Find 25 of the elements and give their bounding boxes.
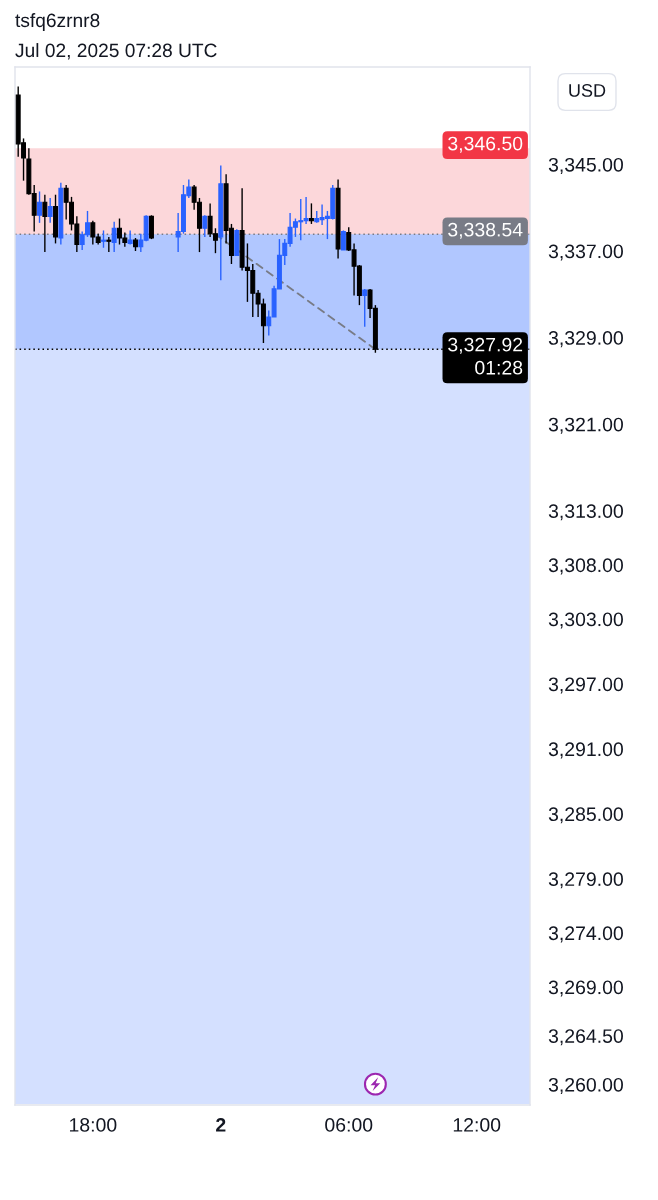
y-tick-label: 3,264.50 [548, 1029, 623, 1046]
band-label: 3,346.50 [448, 136, 523, 153]
chart-title: tsfq6zrnr8 [15, 13, 100, 31]
y-tick-label: 3,291.00 [548, 742, 623, 759]
y-tick-label: 3,269.00 [548, 980, 623, 997]
ref-line-label: 3,338.54 [448, 222, 523, 239]
y-tick-label: 3,345.00 [548, 157, 623, 174]
ref-line-label: 3,327.92 01:28 [448, 337, 523, 375]
y-tick-label: 3,260.00 [548, 1077, 623, 1094]
y-axis-title: USD [569, 84, 606, 97]
y-tick-label: 3,329.00 [548, 331, 623, 348]
x-tick-label: 18:00 [69, 1118, 117, 1132]
y-tick-label: 3,321.00 [548, 417, 623, 434]
y-tick-label: 3,297.00 [548, 677, 623, 694]
chart-subtitle: Jul 02, 2025 07:28 UTC [15, 43, 217, 60]
y-tick-label: 3,308.00 [548, 558, 623, 575]
y-tick-label: 3,313.00 [548, 504, 623, 521]
x-tick-label: 12:00 [453, 1118, 501, 1132]
y-tick-label: 3,303.00 [548, 612, 623, 629]
y-tick-label: 3,274.00 [548, 926, 623, 943]
y-tick-label: 3,337.00 [548, 244, 623, 261]
y-tick-label: 3,279.00 [548, 872, 623, 889]
x-tick-label: 2 [216, 1118, 226, 1132]
x-tick-label: 06:00 [325, 1118, 373, 1132]
y-tick-label: 3,285.00 [548, 807, 623, 824]
